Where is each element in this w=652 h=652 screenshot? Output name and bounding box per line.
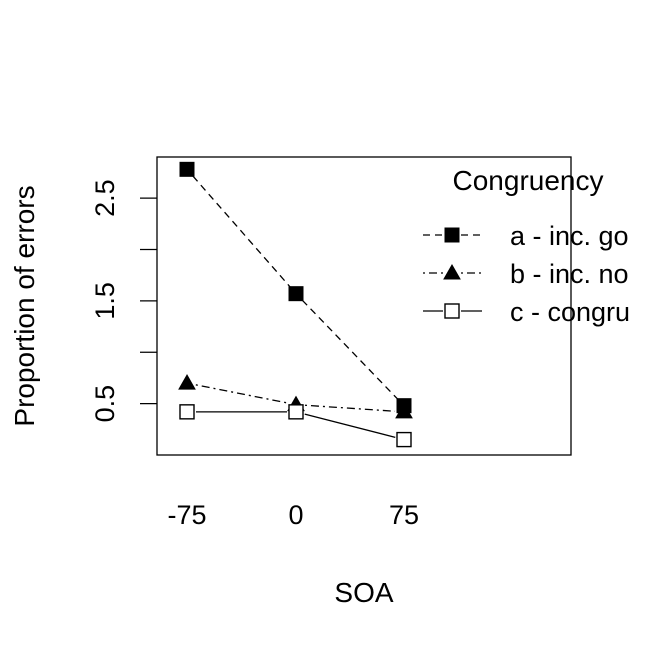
data-point bbox=[396, 431, 412, 448]
legend-item: a - inc. go bbox=[423, 221, 629, 251]
y-axis-label: Proportion of errors bbox=[9, 185, 40, 426]
legend-marker bbox=[444, 227, 460, 243]
legend-marker bbox=[444, 303, 460, 319]
series-3 bbox=[179, 404, 412, 448]
x-tick-label: 0 bbox=[288, 500, 303, 530]
legend-marker bbox=[443, 263, 461, 280]
series-line bbox=[195, 384, 288, 404]
axes: 0.5 1.5 2.5 -75 0 75 bbox=[90, 179, 419, 530]
y-tick-label: 0.5 bbox=[90, 385, 120, 423]
y-tick-label: 1.5 bbox=[90, 282, 120, 320]
data-point bbox=[288, 404, 304, 420]
legend-item: c - congru bbox=[423, 297, 630, 327]
legend-label: a - inc. go bbox=[510, 221, 629, 251]
series-line bbox=[304, 413, 396, 438]
x-tick-label: -75 bbox=[167, 500, 206, 530]
plot-frame bbox=[156, 156, 572, 456]
data-point bbox=[179, 404, 195, 420]
legend-item: b - inc. no bbox=[423, 259, 629, 289]
x-tick-label: 75 bbox=[389, 500, 419, 530]
legend: Congruency a - inc. go b - inc. no c - con… bbox=[423, 165, 630, 327]
y-tick-label: 2.5 bbox=[90, 179, 120, 217]
series-line bbox=[192, 175, 291, 288]
series-layer bbox=[178, 161, 413, 448]
series-line bbox=[304, 404, 396, 412]
data-point bbox=[395, 402, 413, 419]
data-point bbox=[288, 286, 304, 302]
legend-title: Congruency bbox=[453, 165, 604, 196]
legend-label: c - congru bbox=[510, 297, 630, 327]
data-point bbox=[178, 374, 196, 390]
legend-label: b - inc. no bbox=[510, 259, 629, 289]
data-point bbox=[179, 161, 195, 177]
x-axis-label: SOA bbox=[334, 577, 393, 608]
series-line bbox=[301, 299, 399, 400]
